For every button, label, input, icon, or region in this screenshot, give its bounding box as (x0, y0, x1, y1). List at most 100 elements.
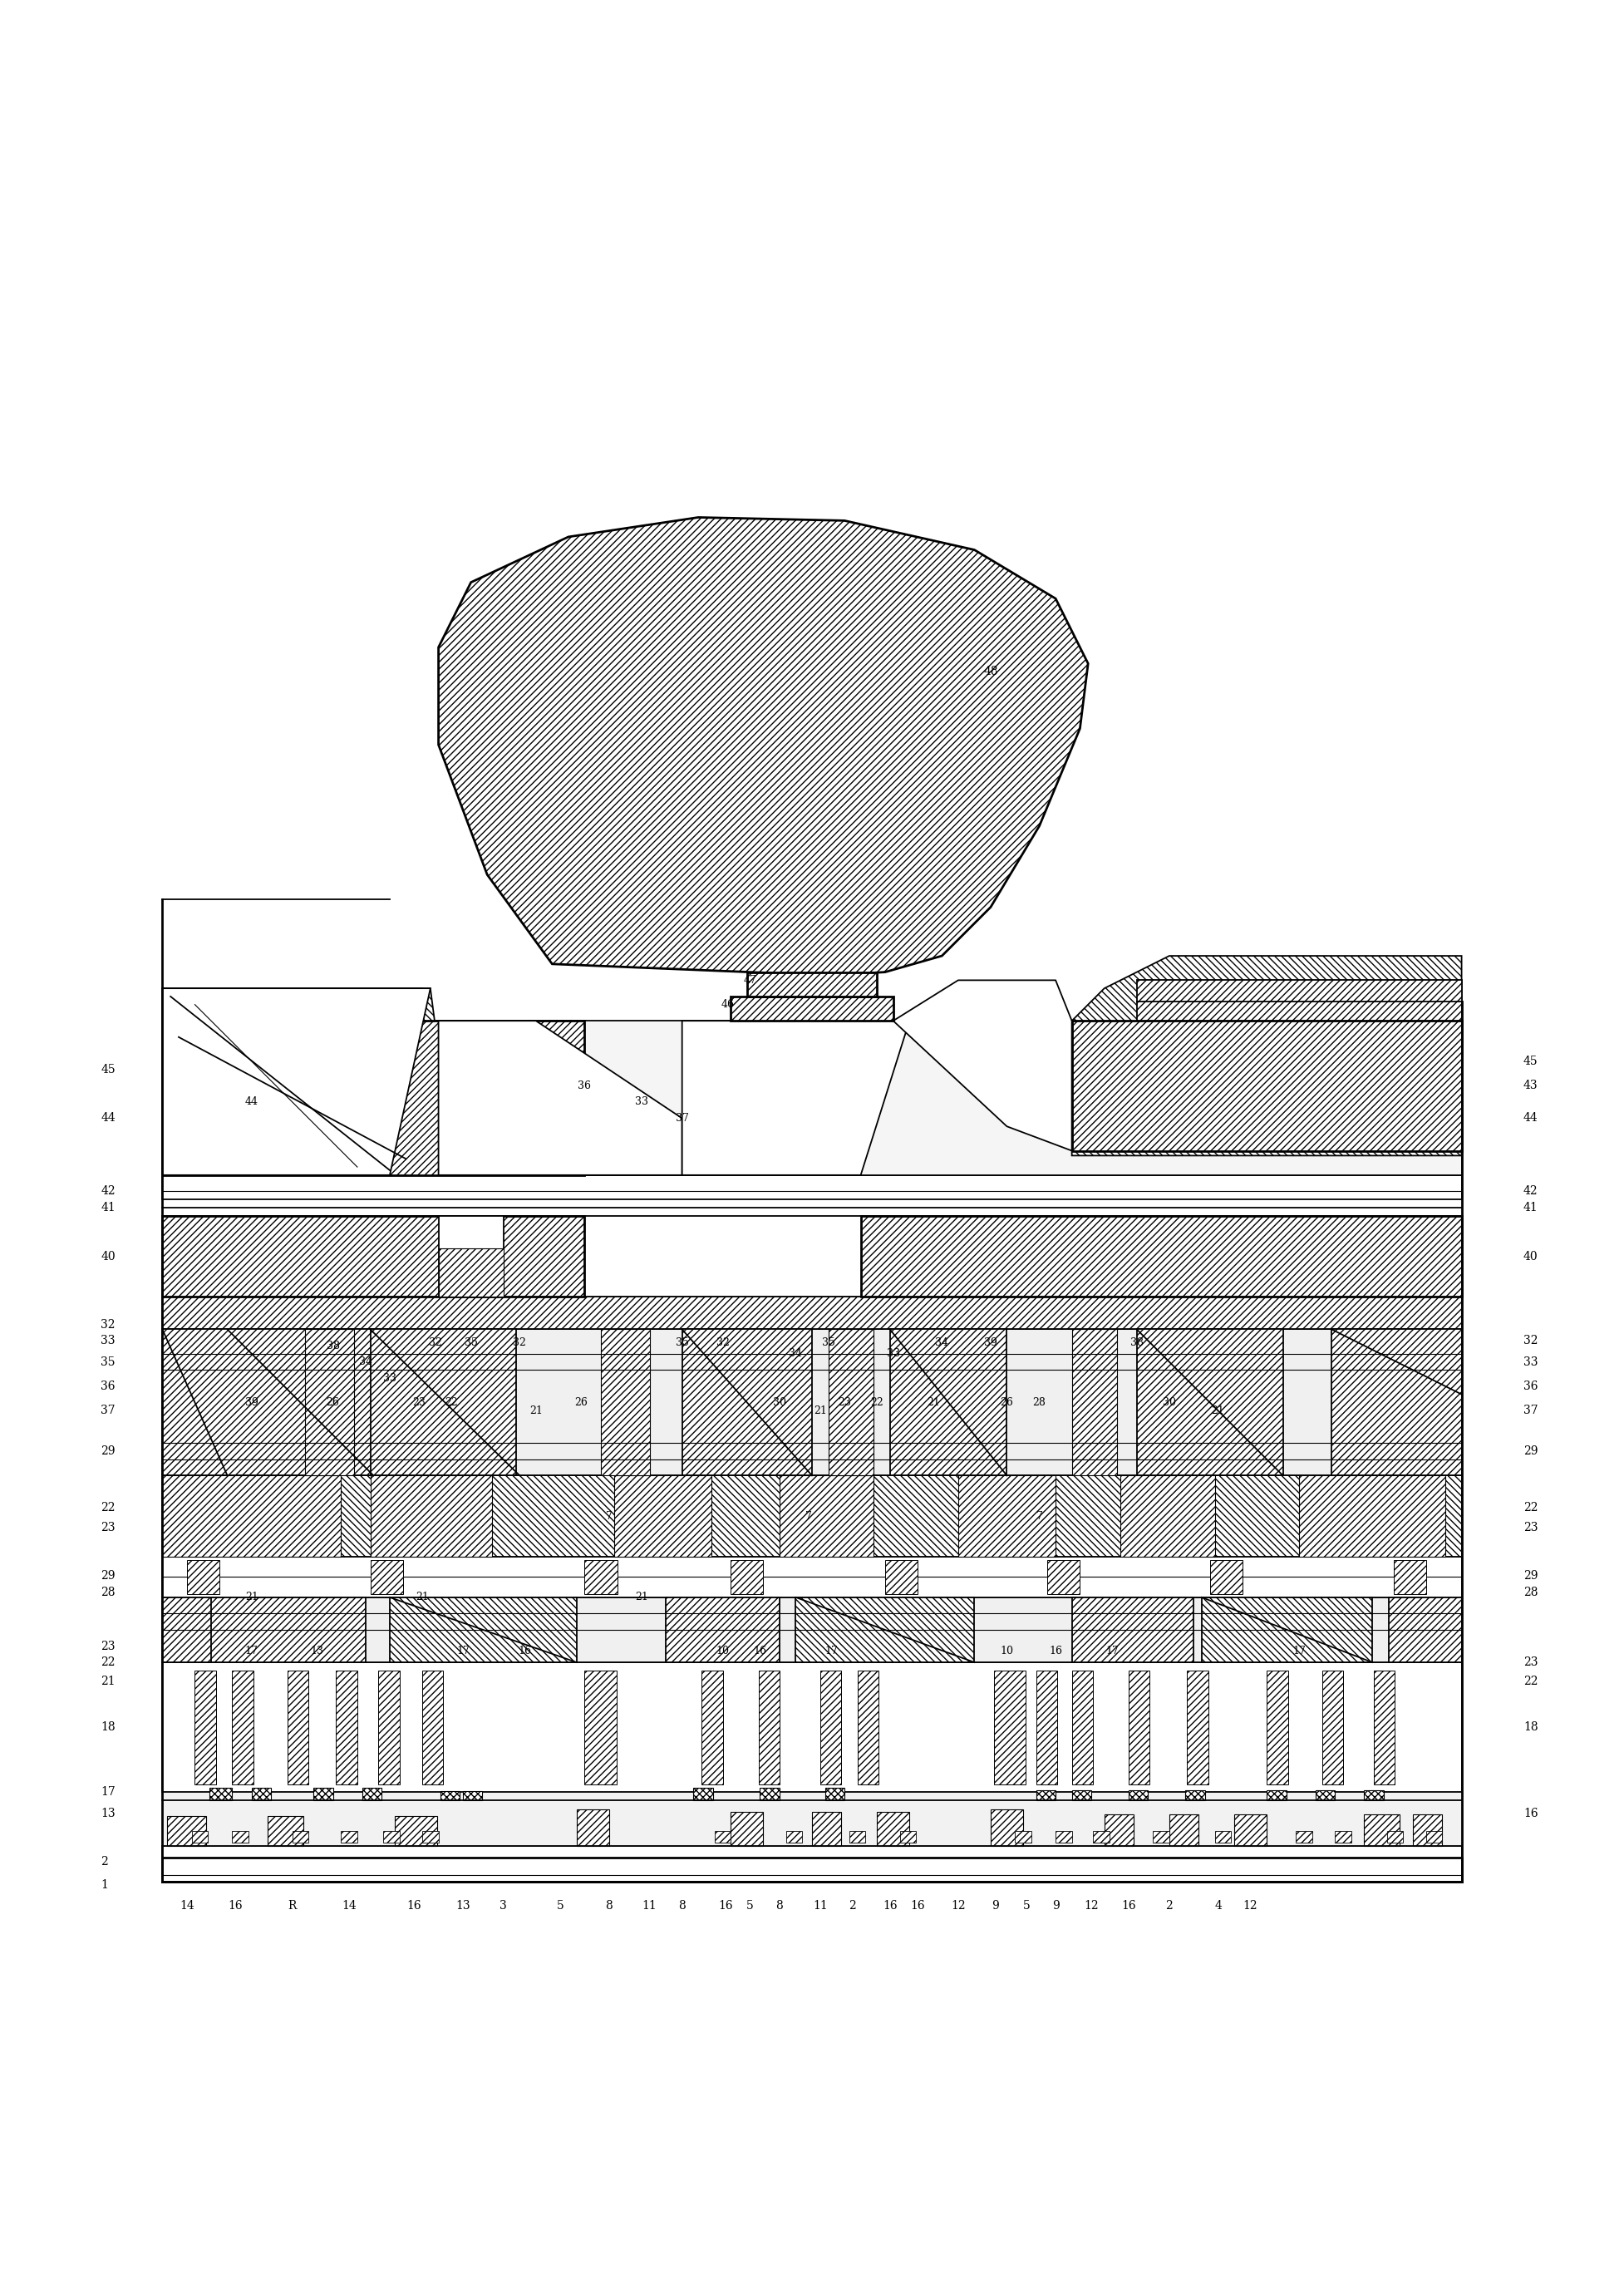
Text: 33: 33 (887, 1348, 900, 1359)
Text: 8: 8 (776, 1899, 783, 1913)
Text: 16: 16 (1049, 1645, 1062, 1656)
Text: 37: 37 (101, 1405, 115, 1416)
Text: 13: 13 (455, 1899, 471, 1913)
Bar (370, 1561, 403, 1595)
Text: 28: 28 (1523, 1586, 1538, 1597)
Bar (885, 1561, 918, 1595)
Bar (162, 1330, 1462, 1475)
Text: 5: 5 (1023, 1899, 1030, 1913)
Text: 48: 48 (983, 665, 999, 678)
Bar (1364, 1790, 1384, 1799)
Bar (211, 1597, 365, 1663)
Text: 23: 23 (101, 1522, 115, 1534)
Bar (162, 1663, 1462, 1793)
Bar (958, 1475, 1056, 1557)
Bar (1267, 1670, 1288, 1783)
Text: 32: 32 (101, 1318, 115, 1330)
Text: 16: 16 (227, 1899, 244, 1913)
Text: 16: 16 (882, 1899, 898, 1913)
Polygon shape (682, 1021, 909, 1175)
Text: 34: 34 (789, 1348, 802, 1359)
Bar (1322, 1670, 1343, 1783)
Bar (601, 1330, 650, 1475)
Bar (825, 1788, 844, 1799)
Text: 32: 32 (429, 1336, 442, 1348)
Text: 41: 41 (101, 1203, 115, 1214)
Bar (1056, 1831, 1072, 1842)
Text: 21: 21 (927, 1398, 940, 1407)
Text: 47: 47 (744, 976, 757, 985)
Bar (857, 1670, 879, 1783)
Text: 45: 45 (1523, 1055, 1538, 1066)
Text: 10: 10 (1000, 1645, 1013, 1656)
Text: 26: 26 (1000, 1398, 1013, 1407)
Text: 5: 5 (747, 1899, 754, 1913)
Text: 18: 18 (101, 1722, 115, 1734)
Bar (1389, 1597, 1462, 1663)
Text: 10: 10 (716, 1645, 729, 1656)
Text: 38: 38 (326, 1341, 339, 1350)
Bar (162, 1330, 374, 1475)
Text: 7: 7 (806, 1511, 812, 1522)
Bar (1374, 1670, 1395, 1783)
Bar (378, 1670, 400, 1783)
Bar (1072, 1021, 1462, 1150)
Text: 23: 23 (412, 1398, 425, 1407)
Text: 35: 35 (464, 1336, 477, 1348)
Text: 9: 9 (992, 1899, 999, 1913)
Bar (1210, 1561, 1242, 1595)
Text: 12: 12 (1083, 1899, 1099, 1913)
Bar (812, 1811, 841, 1845)
Bar (1393, 1561, 1426, 1595)
Text: 23: 23 (101, 1640, 115, 1652)
Bar (1364, 1813, 1400, 1845)
Text: 21: 21 (529, 1405, 542, 1416)
Bar (1036, 1670, 1057, 1783)
Bar (313, 1788, 333, 1799)
Bar (268, 1815, 304, 1845)
Text: 28: 28 (101, 1586, 115, 1597)
Text: 22: 22 (101, 1502, 115, 1513)
Polygon shape (1072, 955, 1462, 1155)
Bar (1426, 1831, 1442, 1842)
Bar (828, 1330, 874, 1475)
Text: 17: 17 (825, 1645, 838, 1656)
Text: 29: 29 (1523, 1445, 1538, 1457)
Text: 37: 37 (676, 1112, 689, 1123)
Bar (232, 1670, 253, 1783)
Text: 16: 16 (406, 1899, 422, 1913)
Bar (877, 1811, 909, 1845)
Bar (666, 1597, 780, 1663)
Bar (162, 1475, 1462, 1557)
Text: 16: 16 (1523, 1808, 1538, 1820)
Text: 22: 22 (1523, 1502, 1538, 1513)
Bar (1121, 1475, 1215, 1557)
Text: 23: 23 (1523, 1656, 1538, 1668)
Bar (1137, 980, 1462, 1021)
Bar (422, 1670, 443, 1783)
Text: 33: 33 (1523, 1357, 1538, 1368)
Bar (614, 1475, 711, 1557)
Bar (1104, 1813, 1134, 1845)
Bar (758, 1670, 780, 1783)
Bar (715, 1831, 731, 1842)
Bar (162, 1298, 1462, 1330)
Bar (747, 971, 877, 996)
Bar (162, 1679, 1462, 1845)
Text: 44: 44 (101, 1112, 115, 1123)
Bar (1215, 1831, 1231, 1842)
Bar (252, 1788, 271, 1799)
Polygon shape (390, 1597, 577, 1663)
Bar (209, 1788, 232, 1799)
Bar (1129, 1790, 1148, 1799)
Bar (1072, 1330, 1117, 1475)
Text: 13: 13 (101, 1808, 115, 1820)
Text: 22: 22 (445, 1398, 458, 1407)
Text: 16: 16 (909, 1899, 926, 1913)
Text: 22: 22 (870, 1398, 883, 1407)
Bar (1015, 1831, 1031, 1842)
Text: 36: 36 (101, 1380, 115, 1393)
Text: 35: 35 (676, 1336, 689, 1348)
Text: 36: 36 (578, 1080, 591, 1091)
Text: 36: 36 (1523, 1380, 1538, 1393)
